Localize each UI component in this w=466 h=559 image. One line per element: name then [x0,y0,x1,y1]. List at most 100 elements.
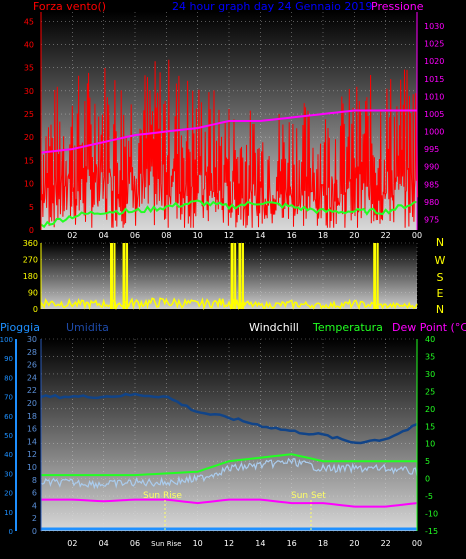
bottom-x-tick-label: 06 [130,539,140,548]
temperature-tick-label: -15 [425,527,438,536]
humidity-tick-label: 4 [32,501,37,510]
temperature-label: Temperatura [312,321,383,334]
wind-tick-label: 10 [24,180,34,189]
top-x-tick-label: 14 [255,231,265,240]
pressure-tick-label: 975 [424,215,439,224]
wind-tick-label: 35 [24,64,34,73]
temperature-tick-label: 30 [425,370,435,379]
rain-tick-label: 10 [4,509,13,517]
humidity-tick-label: 12 [27,450,37,459]
rain-tick-label: 60 [4,413,13,421]
humidity-tick-label: 2 [32,514,37,523]
compass-label: S [437,271,444,284]
temperature-tick-label: 25 [425,387,435,396]
direction-spike [113,243,116,309]
direction-spike [376,243,379,309]
direction-spike [238,243,242,309]
pressure-tick-label: 1010 [424,92,444,101]
bottom-x-tick-label: 18 [318,539,328,548]
humidity-tick-label: 14 [27,437,37,446]
humidity-tick-label: 18 [27,412,37,421]
wind-tick-label: 0 [29,226,34,235]
temperature-tick-label: 5 [425,457,430,466]
direction-tick-label: 90 [28,289,38,298]
temperature-tick-label: -10 [425,510,438,519]
wind-label: Forza vento() [33,0,106,13]
direction-spike [126,243,129,309]
humidity-tick-label: 8 [32,476,37,485]
direction-spike [241,243,244,309]
wind-tick-label: 40 [24,40,34,49]
pressure-tick-label: 1000 [424,128,444,137]
bottom-x-tick-label: 00 [412,539,422,548]
humidity-tick-label: 24 [27,373,37,382]
pressure-tick-label: 980 [424,198,439,207]
temperature-tick-label: -5 [425,492,433,501]
temperature-tick-label: 0 [425,475,430,484]
pressure-tick-label: 1015 [424,75,444,84]
pressure-tick-label: 990 [424,163,439,172]
top-x-tick-label: 08 [161,231,171,240]
bottom-x-tick-label: 16 [287,539,297,548]
top-x-tick-label: 20 [349,231,359,240]
humidity-tick-label: 16 [27,425,37,434]
temperature-tick-label: 40 [425,335,435,344]
temperature-tick-label: 10 [425,440,435,449]
bottom-x-tick-label: 12 [224,539,234,548]
bottom-x-tick-label: 22 [381,539,391,548]
bottom-x-tick-label: 14 [255,539,265,548]
rain-label: Pioggia [0,321,40,334]
temperature-tick-label: 15 [425,422,435,431]
dewpoint-label: Dew Point (°C) [392,321,466,334]
direction-tick-label: 180 [23,272,38,281]
humidity-line [40,392,418,445]
direction-tick-label: 270 [23,256,38,265]
wind-direction-line [40,297,418,311]
rain-tick-label: 40 [4,451,13,459]
windchill-label: Windchill [249,321,299,334]
sunset-label: Sun Set [291,491,326,501]
temperature-line [41,453,417,477]
wind-tick-label: 25 [24,110,34,119]
bottom-x-tick-label: 10 [193,539,203,548]
pressure-tick-label: 985 [424,180,439,189]
pressure-line [40,109,417,154]
rain-tick-label: 30 [4,470,13,478]
top-x-tick-label: 06 [130,231,140,240]
sunrise-label: Sun Rise [143,491,182,501]
wind-tick-label: 45 [24,17,34,26]
temperature-tick-label: 20 [425,405,435,414]
wind-tick-label: 15 [24,156,34,165]
top-x-tick-label: 12 [224,231,234,240]
direction-spike [234,243,237,309]
direction-spike [110,243,113,309]
bottom-x-tick-label: 20 [349,539,359,548]
direction-spike [373,243,377,309]
humidity-tick-label: 26 [27,361,37,370]
pressure-tick-label: 995 [424,145,439,154]
dewpoint-line [41,498,418,508]
pressure-tick-label: 1020 [424,57,444,66]
humidity-tick-label: 6 [32,489,37,498]
direction-spike [122,243,126,309]
top-x-tick-label: 00 [412,231,422,240]
page-title: 24 hour graph day 24 Gennaio 2019 [172,0,372,13]
humidity-label: Umidita [66,321,109,334]
windchill-line [40,457,418,490]
humidity-tick-label: 0 [32,527,37,536]
rain-tick-label: 100 [0,336,13,344]
pressure-label: Pressione [371,0,424,13]
wind-tick-label: 30 [24,87,34,96]
rain-tick-label: 80 [4,374,13,382]
rain-tick-label: 50 [4,432,13,440]
bottom-x-tick-label: 02 [67,539,77,548]
top-x-tick-label: 10 [193,231,203,240]
top-x-tick-label: 16 [287,231,297,240]
data-marks [40,59,419,531]
bottom-x-tick-label: 04 [99,539,109,548]
top-x-tick-label: 04 [99,231,109,240]
direction-spike [230,243,234,309]
direction-tick-label: 0 [33,305,38,314]
